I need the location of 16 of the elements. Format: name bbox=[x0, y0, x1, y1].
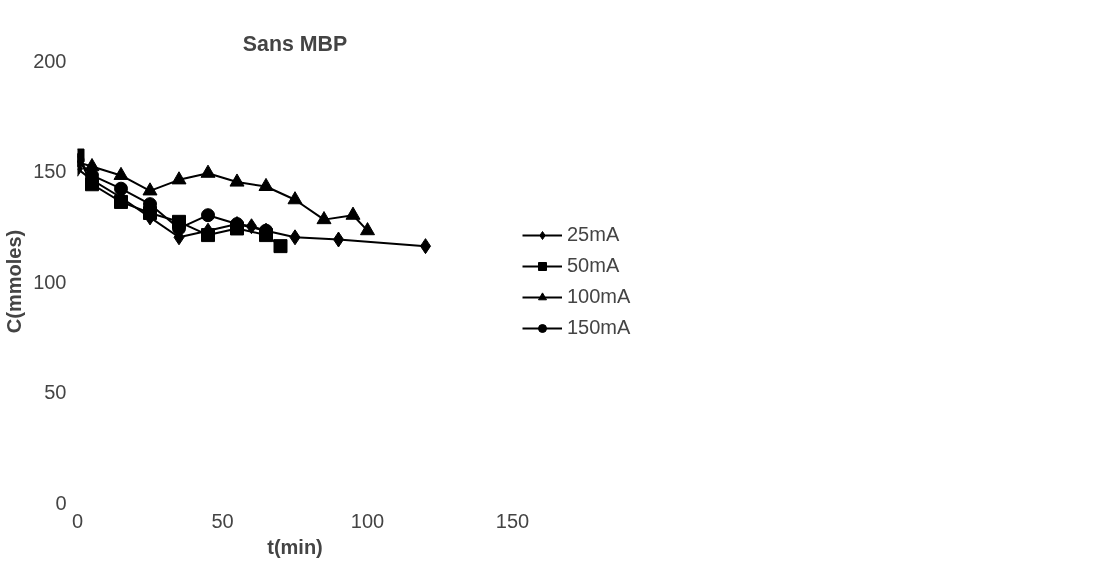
x-axis-title: t(min) bbox=[267, 535, 323, 558]
y-axis-title: C(mmoles) bbox=[3, 229, 26, 334]
x-tick-label: 50 bbox=[211, 509, 234, 532]
y-tick-label: 0 bbox=[55, 491, 67, 514]
x-tick-label: 150 bbox=[495, 509, 530, 532]
legend-label: 25mA bbox=[567, 223, 620, 246]
chart-title: Sans MBP bbox=[242, 31, 348, 56]
x-tick-label: 100 bbox=[350, 509, 385, 532]
legend-label: 150mA bbox=[567, 316, 631, 339]
y-tick-label: 100 bbox=[33, 270, 67, 293]
x-tick-label: 0 bbox=[71, 509, 84, 532]
y-tick-label: 150 bbox=[33, 160, 67, 182]
legend-label: 50mA bbox=[567, 254, 620, 277]
y-tick-label: 50 bbox=[44, 381, 67, 403]
legend-label: 100mA bbox=[567, 285, 631, 308]
y-tick-label: 200 bbox=[33, 49, 67, 72]
